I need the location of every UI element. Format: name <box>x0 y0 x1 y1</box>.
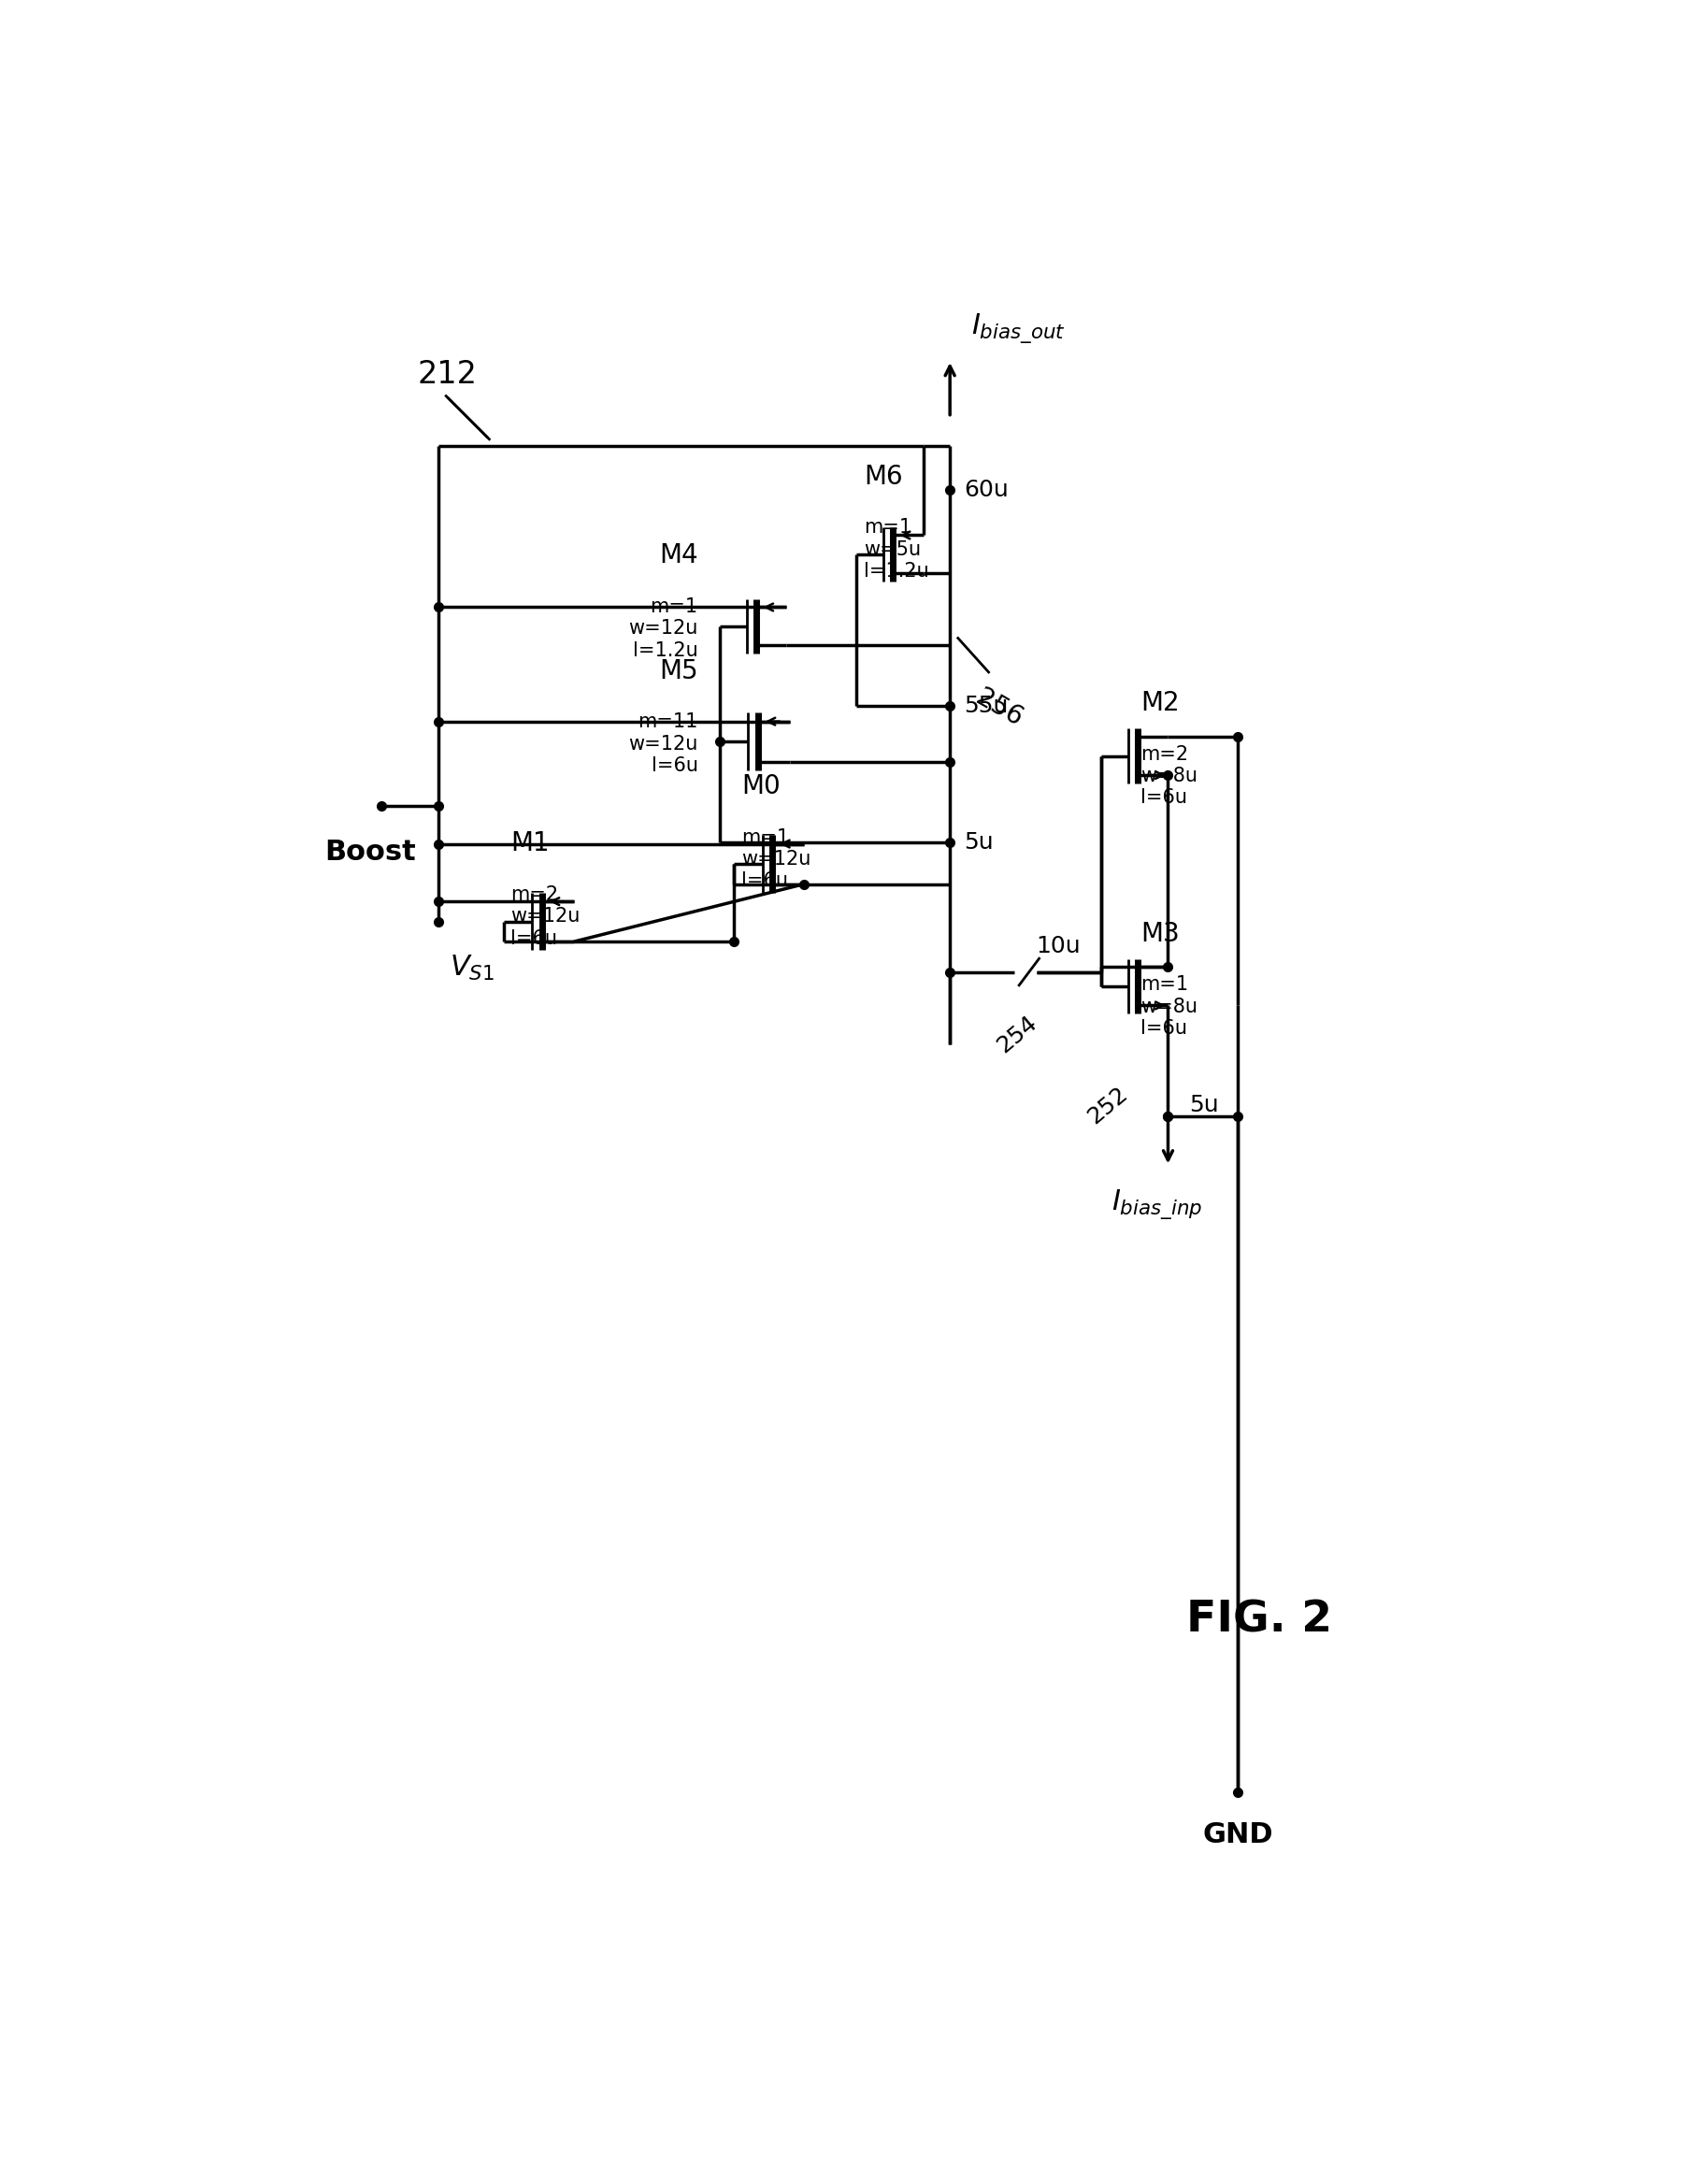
Text: M2: M2 <box>1140 690 1179 716</box>
Text: M5: M5 <box>660 657 699 684</box>
Text: m=1
w=5u
l=1.2u: m=1 w=5u l=1.2u <box>863 518 929 581</box>
Text: 252: 252 <box>1083 1081 1132 1127</box>
Text: 5u: 5u <box>1189 1094 1220 1116</box>
Text: M4: M4 <box>660 542 699 568</box>
Text: 60u: 60u <box>964 478 1008 500</box>
Text: 254: 254 <box>993 1011 1042 1057</box>
Text: 212: 212 <box>418 358 477 389</box>
Text: 55u: 55u <box>964 695 1008 716</box>
Text: m=2
w=12u
l=6u: m=2 w=12u l=6u <box>511 885 580 948</box>
Text: 10u: 10u <box>1036 935 1081 957</box>
Text: FIG. 2: FIG. 2 <box>1186 1599 1332 1640</box>
Text: m=2
w=8u
l=6u: m=2 w=8u l=6u <box>1140 745 1198 808</box>
Text: $I_{bias\_inp}$: $I_{bias\_inp}$ <box>1112 1188 1203 1221</box>
Text: m=1
w=8u
l=6u: m=1 w=8u l=6u <box>1140 976 1198 1037</box>
Text: M3: M3 <box>1140 919 1179 946</box>
Text: Boost: Boost <box>325 839 416 865</box>
Text: m=1
w=12u
l=6u: m=1 w=12u l=6u <box>741 828 810 891</box>
Text: GND: GND <box>1203 1821 1272 1848</box>
Text: $V_{S1}$: $V_{S1}$ <box>450 954 494 983</box>
Text: M0: M0 <box>741 773 780 799</box>
Text: $I_{bias\_out}$: $I_{bias\_out}$ <box>971 312 1066 345</box>
Text: m=11
w=12u
l=6u: m=11 w=12u l=6u <box>628 712 699 775</box>
Text: 256: 256 <box>971 684 1027 732</box>
Text: M1: M1 <box>511 830 550 856</box>
Text: M6: M6 <box>863 463 902 489</box>
Text: m=1
w=12u
l=1.2u: m=1 w=12u l=1.2u <box>628 598 699 660</box>
Text: 5u: 5u <box>964 832 993 854</box>
